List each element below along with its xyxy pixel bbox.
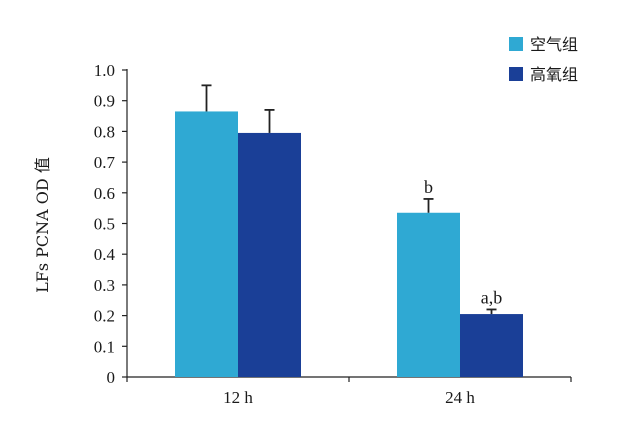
legend-label: 高氧组 (530, 65, 578, 84)
error-bars (201, 84, 497, 315)
bar (460, 314, 523, 377)
legend-label: 空气组 (530, 35, 578, 54)
y-tick-label: 1.0 (94, 61, 115, 80)
x-tick-label: 24 h (445, 388, 475, 407)
y-tick-label: 0.5 (94, 215, 115, 234)
y-tick-label: 0.8 (94, 122, 115, 141)
bar (238, 132, 301, 377)
significance-label: b (424, 177, 433, 197)
y-axis-label: LFs PCNA OD 值 (33, 157, 52, 293)
legend-swatch (509, 37, 523, 51)
bars (175, 111, 523, 377)
y-tick-label: 0.6 (94, 184, 115, 203)
y-tick-label: 0.9 (94, 92, 115, 111)
significance-label: a,b (481, 287, 503, 307)
legend-swatch (509, 67, 523, 81)
y-tick-label: 0 (107, 368, 116, 387)
y-tick-label: 0.3 (94, 276, 115, 295)
y-tick-label: 0.7 (94, 153, 116, 172)
bar (175, 111, 238, 377)
x-tick-label: 12 h (223, 388, 253, 407)
x-axis: 12 h 24 h (126, 376, 572, 407)
y-tick-label: 0.4 (94, 245, 116, 264)
y-tick-label: 0.1 (94, 337, 115, 356)
bar (397, 212, 460, 377)
significance-labels: b a,b (424, 177, 502, 308)
y-tick-label: 0.2 (94, 307, 115, 326)
y-axis: 0 0.1 0.2 0.3 0.4 0.5 0.6 0.7 0.8 0.9 1.0 (94, 61, 128, 387)
